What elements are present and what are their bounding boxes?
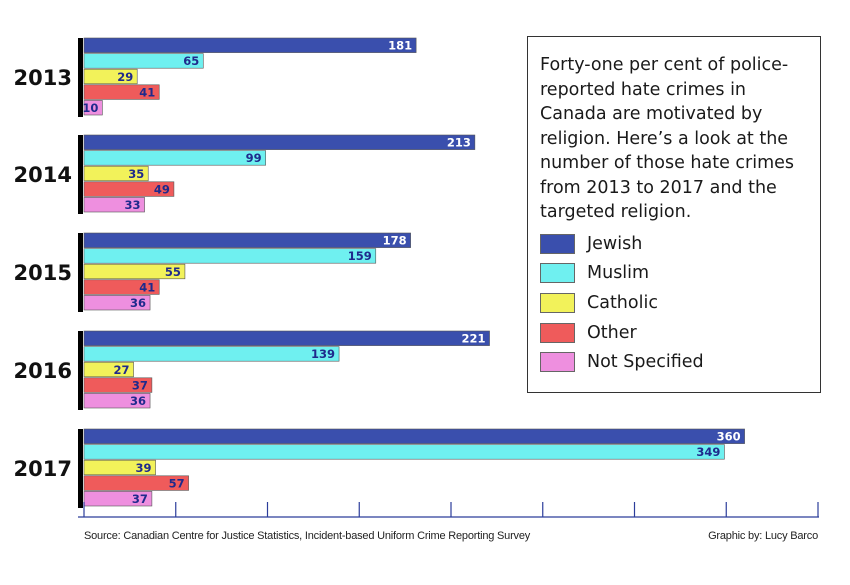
- group-bracket: [78, 331, 83, 410]
- legend-items: Jewish Muslim Catholic Other Not Specified: [540, 229, 704, 377]
- bar: [83, 491, 153, 507]
- data-label: 10: [82, 101, 98, 115]
- legend-label: Jewish: [587, 233, 643, 254]
- data-label: 35: [128, 167, 144, 181]
- bar: [83, 232, 411, 248]
- data-label: 57: [169, 476, 185, 490]
- graphic-credit: Graphic by: Lucy Barco: [708, 530, 818, 542]
- bar: [83, 53, 204, 69]
- data-label: 39: [136, 461, 152, 475]
- bar: [83, 361, 134, 378]
- bar: [83, 279, 160, 295]
- data-label: 213: [447, 136, 471, 150]
- bar: [83, 68, 138, 85]
- year-label: 2016: [14, 359, 72, 383]
- bar: [83, 197, 145, 213]
- data-label: 349: [696, 445, 720, 459]
- data-label: 99: [246, 151, 262, 165]
- data-label: 37: [132, 378, 148, 392]
- data-label: 159: [348, 249, 372, 263]
- data-label: 360: [717, 430, 741, 444]
- legend-item: Jewish: [540, 229, 704, 259]
- data-label: 36: [130, 296, 146, 310]
- year-label: 2014: [14, 163, 72, 187]
- bar: [83, 150, 266, 166]
- bar: [83, 134, 476, 150]
- bar: [83, 428, 745, 444]
- data-label: 36: [130, 394, 146, 408]
- bar: [83, 263, 186, 280]
- legend-swatch: [540, 263, 575, 284]
- data-label: 41: [139, 85, 155, 99]
- legend-item: Other: [540, 318, 704, 348]
- legend-box: Forty-one per cent of police-reported ha…: [527, 36, 821, 393]
- bar: [83, 459, 156, 476]
- data-label: 178: [383, 234, 407, 248]
- legend-swatch: [540, 352, 575, 373]
- bar: [83, 393, 151, 409]
- bar: [83, 165, 149, 182]
- legend-item: Muslim: [540, 259, 704, 289]
- data-label: 33: [125, 198, 141, 212]
- year-label: 2015: [14, 261, 72, 285]
- legend-label: Other: [587, 322, 637, 343]
- group-bracket: [78, 135, 83, 214]
- source-note: Source: Canadian Centre for Justice Stat…: [84, 530, 531, 542]
- chart-description: Forty-one per cent of police-reported ha…: [540, 55, 795, 222]
- bar: [83, 37, 417, 53]
- legend-label: Not Specified: [587, 352, 704, 373]
- data-label: 55: [165, 265, 181, 279]
- data-label: 49: [154, 182, 170, 196]
- data-label: 27: [114, 363, 130, 377]
- group-bracket: [78, 233, 83, 312]
- bar: [83, 295, 151, 311]
- legend-swatch: [540, 322, 575, 343]
- data-label: 181: [388, 39, 412, 53]
- legend-swatch: [540, 233, 575, 254]
- legend-swatch: [540, 292, 575, 313]
- bar: [83, 346, 340, 362]
- legend-item: Not Specified: [540, 347, 704, 377]
- bar: [83, 475, 189, 491]
- bar: [83, 248, 377, 264]
- legend-label: Catholic: [587, 292, 658, 313]
- data-label: 37: [132, 492, 148, 506]
- data-label: 29: [117, 70, 133, 84]
- year-label: 2013: [14, 66, 72, 90]
- bar: [83, 84, 160, 100]
- bar: [83, 181, 175, 197]
- data-label: 65: [183, 54, 199, 68]
- data-label: 221: [462, 332, 486, 346]
- bar: [83, 444, 725, 460]
- group-bracket: [78, 429, 83, 508]
- data-label: 41: [139, 280, 155, 294]
- year-label: 2017: [14, 457, 72, 481]
- data-label: 139: [311, 347, 335, 361]
- legend-item: Catholic: [540, 288, 704, 318]
- legend-label: Muslim: [587, 263, 650, 284]
- group-bracket: [78, 38, 83, 117]
- bar: [83, 100, 103, 116]
- bar: [83, 377, 153, 393]
- bar: [83, 330, 490, 346]
